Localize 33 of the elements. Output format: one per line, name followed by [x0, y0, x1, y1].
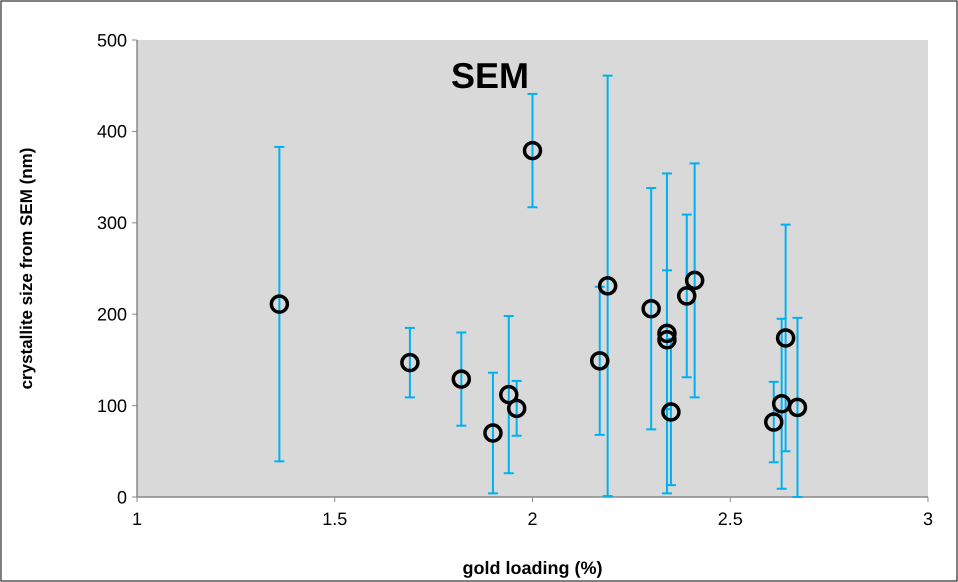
point — [598, 276, 618, 296]
point — [657, 330, 677, 350]
point — [776, 328, 796, 348]
y-tick-label: 500 — [96, 30, 127, 50]
point — [506, 398, 526, 418]
point — [676, 286, 696, 306]
point — [684, 270, 704, 290]
x-tick-label: 3 — [922, 509, 934, 529]
x-tick-label: 2.5 — [718, 509, 743, 529]
point — [590, 351, 610, 371]
point — [764, 412, 784, 432]
x-tick-label: 1.5 — [322, 509, 348, 529]
point — [522, 140, 542, 160]
point — [483, 423, 503, 443]
chart-title: SEM — [450, 55, 530, 96]
point — [788, 398, 808, 418]
y-axis-title: crystallite size from SEM (nm) — [17, 148, 36, 390]
y-tick-label: 400 — [96, 122, 127, 142]
y-tick-label: 100 — [96, 396, 127, 416]
y-tick-label: 200 — [96, 304, 127, 324]
point — [657, 324, 677, 344]
point — [270, 294, 290, 314]
point — [452, 369, 472, 389]
point — [400, 352, 420, 372]
x-tick-label: 2 — [527, 509, 538, 529]
y-tick-label: 300 — [96, 213, 127, 234]
y-tick-label: 0 — [116, 487, 127, 508]
x-tick-label: 1 — [132, 509, 142, 529]
point — [661, 402, 681, 422]
point — [641, 298, 661, 318]
x-axis-title: gold loading (%) — [462, 558, 602, 578]
point — [499, 384, 519, 404]
point — [772, 394, 792, 414]
